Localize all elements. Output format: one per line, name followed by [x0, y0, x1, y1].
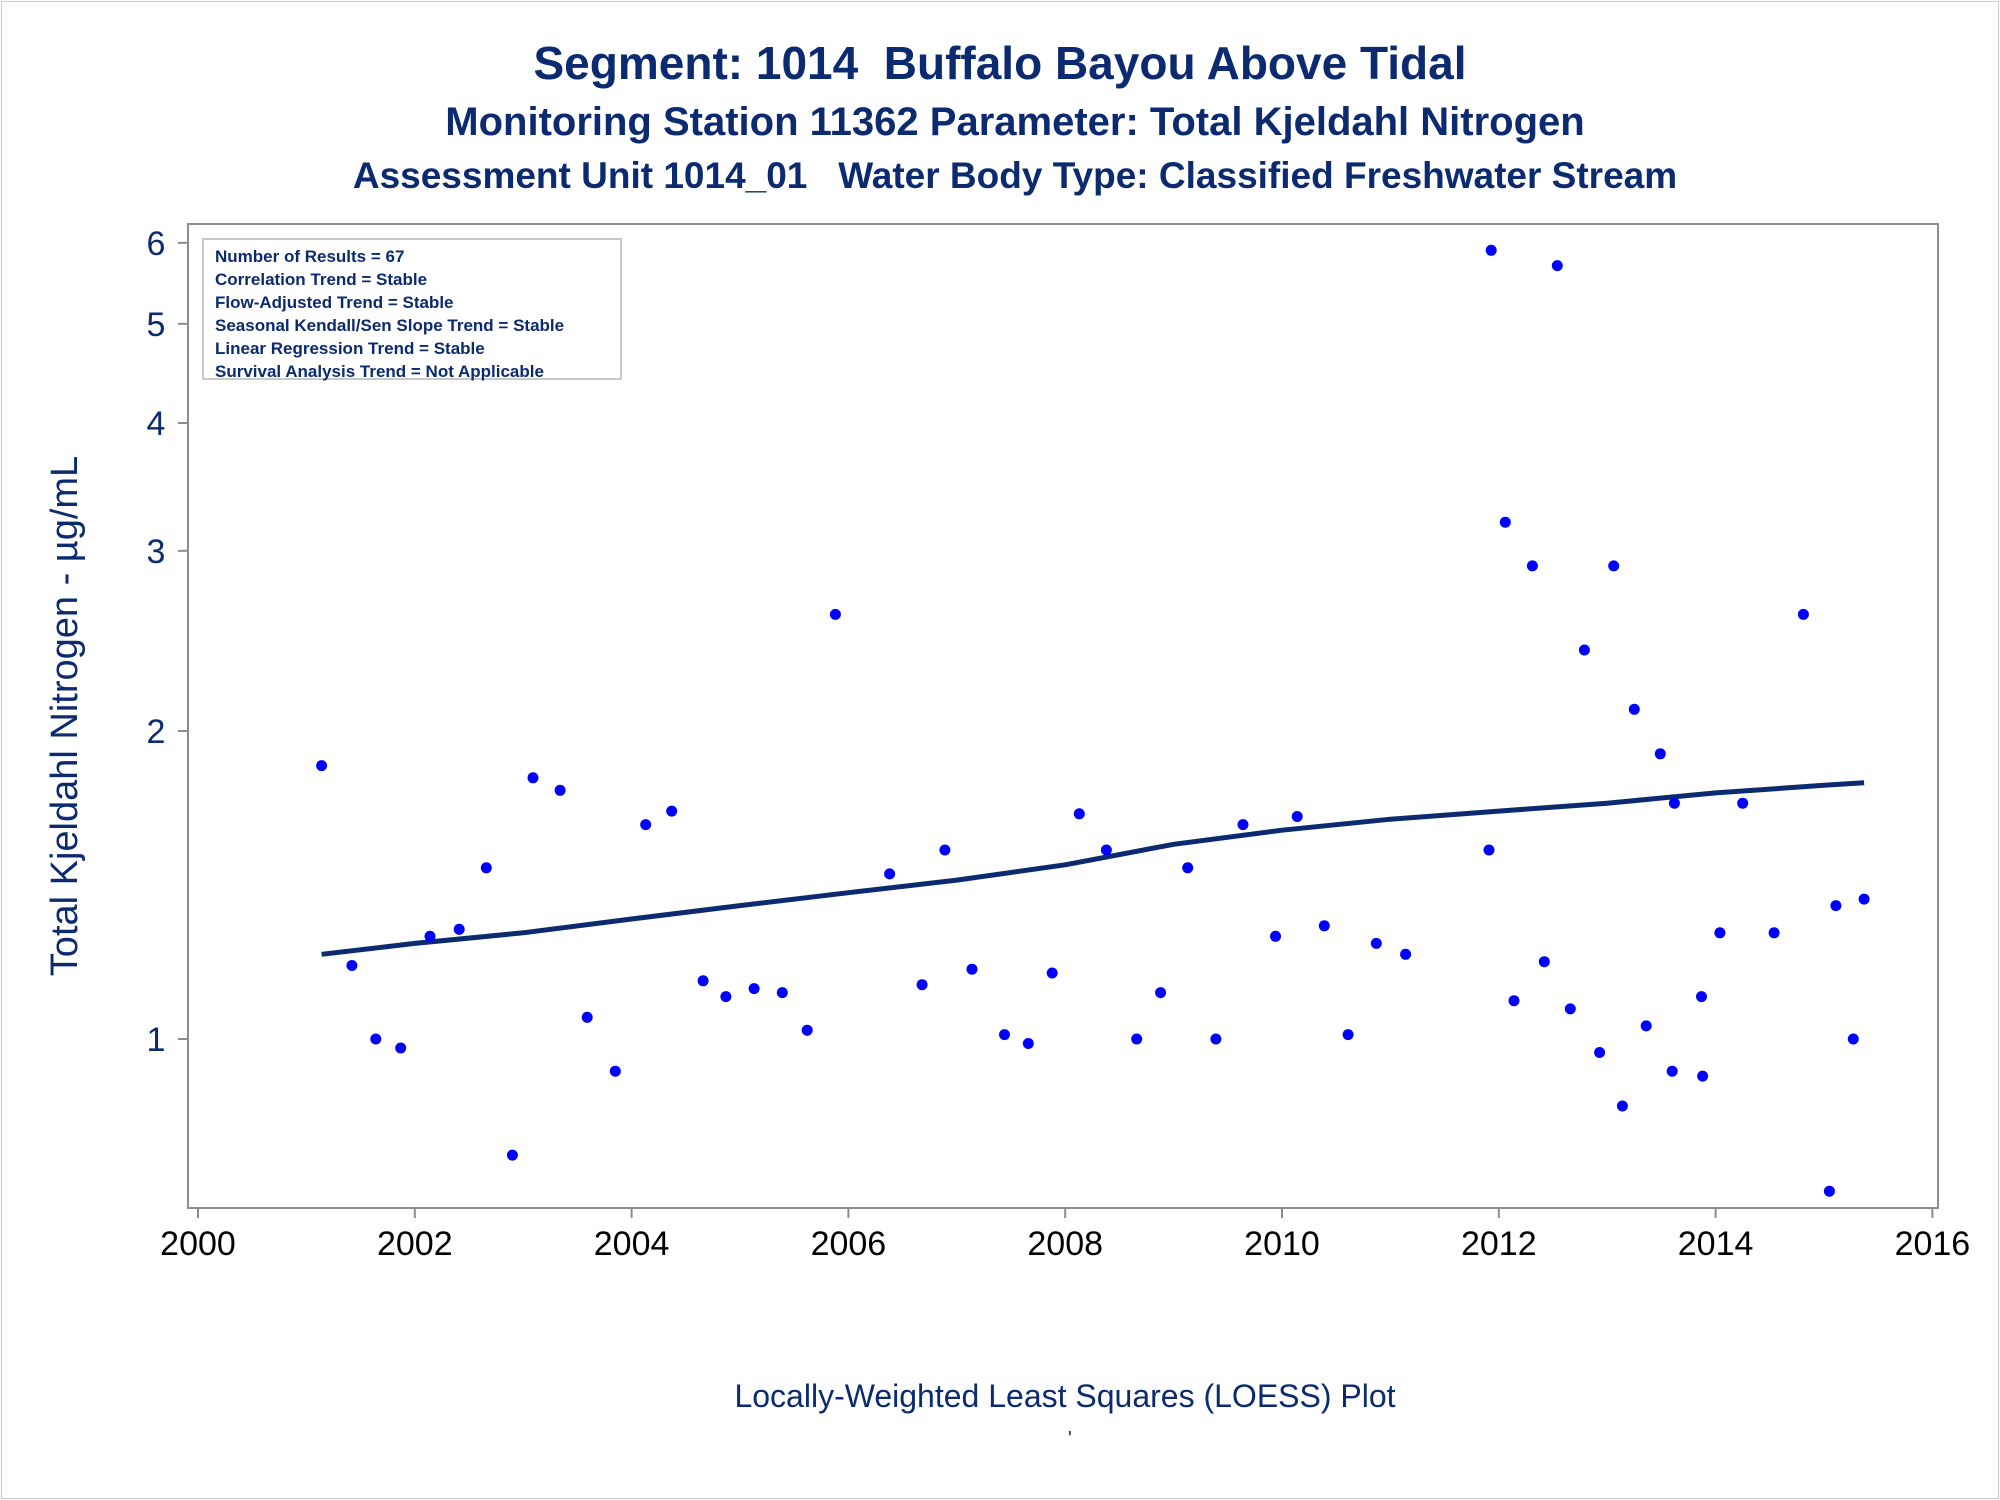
data-point — [480, 862, 492, 874]
footnote-mark: ' — [1068, 1428, 1072, 1450]
chart-title: Segment: 1014 Buffalo Bayou Above Tidal — [533, 37, 1467, 89]
data-point — [1696, 991, 1707, 1003]
data-point — [1483, 844, 1495, 856]
data-point — [1485, 244, 1497, 256]
data-point — [506, 1149, 518, 1161]
data-point — [609, 1065, 621, 1077]
data-point — [1508, 995, 1520, 1007]
data-point — [1697, 1070, 1709, 1082]
data-point — [395, 1042, 407, 1054]
data-point — [697, 975, 709, 987]
data-point — [1858, 893, 1870, 905]
data-point — [1370, 937, 1382, 949]
data-point — [1100, 844, 1112, 856]
loess-line — [321, 780, 1865, 957]
y-tick-label: 6 — [147, 225, 166, 263]
data-point — [1608, 560, 1620, 572]
data-point — [1022, 1038, 1034, 1049]
y-tick-label: 4 — [147, 405, 166, 443]
data-point — [666, 805, 678, 817]
data-point — [1714, 927, 1726, 939]
data-point — [527, 772, 539, 784]
x-tick-label: 2006 — [811, 1225, 887, 1263]
data-point — [1538, 956, 1550, 968]
data-point — [346, 960, 358, 971]
stats-line: Survival Analysis Trend = Not Applicable — [215, 362, 544, 381]
data-point — [424, 930, 436, 942]
data-point — [1210, 1033, 1222, 1045]
data-point — [640, 819, 652, 831]
x-tick-label: 2014 — [1678, 1225, 1754, 1263]
data-point — [1551, 260, 1563, 272]
data-point — [1291, 811, 1303, 822]
chart-subtitle-2: Assessment Unit 1014_01 Water Body Type:… — [352, 155, 1678, 196]
data-point — [1797, 608, 1809, 620]
data-point — [1073, 808, 1085, 820]
data-point — [1628, 703, 1640, 715]
x-tick-label: 2010 — [1244, 1225, 1320, 1263]
data-point — [999, 1029, 1010, 1041]
x-tick-label: 2000 — [160, 1225, 236, 1263]
data-point — [1318, 920, 1330, 932]
x-tick-label: 2008 — [1027, 1225, 1103, 1263]
data-point — [748, 983, 760, 995]
data-point — [1666, 1065, 1678, 1077]
data-point — [1654, 748, 1666, 760]
data-point — [1237, 819, 1249, 831]
data-point — [453, 923, 465, 935]
data-point — [1847, 1033, 1859, 1045]
data-point — [1823, 1185, 1835, 1197]
x-tick-label: 2016 — [1895, 1225, 1971, 1263]
data-point — [1155, 987, 1167, 999]
data-point — [1046, 967, 1058, 979]
stats-line: Flow-Adjusted Trend = Stable — [215, 293, 454, 312]
trend-stats-box: Number of Results = 67 Correlation Trend… — [202, 238, 622, 381]
y-tick-label: 2 — [147, 713, 166, 751]
x-tick-label: 2002 — [377, 1225, 453, 1263]
data-point — [316, 760, 328, 772]
stats-line: Correlation Trend = Stable — [215, 270, 428, 289]
data-point — [1616, 1100, 1628, 1112]
y-tick-label: 5 — [147, 306, 166, 344]
data-point — [829, 608, 841, 620]
data-point — [884, 868, 896, 880]
y-tick-label: 1 — [147, 1021, 166, 1059]
data-point — [1594, 1047, 1606, 1058]
data-point — [1578, 644, 1590, 656]
data-point — [1342, 1029, 1354, 1041]
data-point — [1131, 1033, 1143, 1045]
data-point — [776, 987, 788, 999]
data-point — [916, 979, 928, 991]
data-point — [370, 1033, 382, 1045]
plot-footnote: Locally-Weighted Least Squares (LOESS) P… — [734, 1378, 1396, 1414]
data-point — [554, 784, 566, 796]
data-point — [801, 1024, 813, 1036]
x-tick-label: 2004 — [594, 1225, 670, 1263]
data-point — [1737, 797, 1749, 809]
data-point — [1400, 948, 1412, 960]
data-point — [720, 991, 732, 1003]
data-point — [1830, 900, 1842, 912]
data-point — [1270, 930, 1281, 942]
data-point — [581, 1011, 593, 1023]
data-point — [966, 963, 978, 975]
x-tick-label: 2012 — [1461, 1225, 1537, 1263]
data-point — [1668, 797, 1680, 809]
data-point — [1182, 862, 1194, 874]
y-tick-label: 3 — [147, 533, 166, 571]
data-point — [1640, 1020, 1652, 1032]
plot-area-frame — [187, 223, 1939, 1209]
data-point — [939, 844, 951, 856]
chart-subtitle: Monitoring Station 11362 Parameter: Tota… — [445, 100, 1585, 144]
stats-line: Number of Results = 67 — [215, 247, 405, 266]
data-point — [1564, 1003, 1576, 1015]
y-axis-label: Total Kjeldahl Nitrogen - µg/mL — [44, 456, 86, 976]
data-point — [1499, 516, 1511, 528]
data-point — [1768, 927, 1780, 939]
stats-line: Seasonal Kendall/Sen Slope Trend = Stabl… — [215, 316, 565, 335]
data-point — [1526, 560, 1538, 572]
stats-line: Linear Regression Trend = Stable — [215, 339, 485, 358]
